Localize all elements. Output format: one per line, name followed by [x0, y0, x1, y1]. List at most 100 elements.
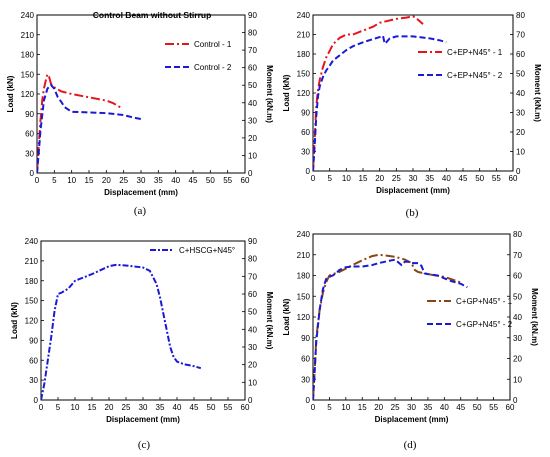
y-right-tick-label: 20 [513, 355, 522, 364]
x-tick-label: 10 [341, 403, 350, 412]
y-tick-label: 60 [25, 130, 34, 139]
y-tick-label: 30 [29, 376, 38, 385]
y-tick-label: 0 [30, 169, 35, 178]
x-tick-label: 55 [223, 176, 232, 185]
x-tick-label: 55 [224, 403, 233, 412]
y-right-tick-label: 70 [516, 31, 525, 40]
y-right-tick-label: 40 [513, 313, 522, 322]
y-tick-label: 210 [297, 31, 311, 40]
x-tick-label: 15 [85, 176, 94, 185]
x-tick-label: 60 [241, 176, 250, 185]
chart-panel-b: 0 5 10 15 20 25 30 35 40 45 50 55 600306090120150180… [282, 11, 542, 219]
y-tick-label: 240 [25, 237, 39, 246]
x-tick-label: 30 [409, 174, 418, 183]
y-tick-label: 150 [297, 70, 311, 79]
y-tick-label: 90 [301, 109, 310, 118]
x-tick-label: 60 [506, 403, 515, 412]
x-tick-label: 50 [207, 403, 216, 412]
chart-panel-a: 0 5 10 15 20 25 30 35 40 45 50 55 600306090120150180… [6, 10, 274, 217]
x-tick-label: 45 [190, 403, 199, 412]
x-tick-label: 15 [358, 403, 367, 412]
plot-frame [40, 240, 246, 401]
y-right-tick-label: 90 [248, 11, 257, 20]
x-tick-label: 25 [119, 176, 128, 185]
x-tick-label: 0 [311, 403, 316, 412]
series-line-2 [37, 83, 142, 173]
legend-label: C+GP+N45° - 1 [456, 297, 513, 306]
y-right-tick-label: 60 [248, 64, 257, 73]
y-axis-label: Load (kN) [6, 75, 15, 112]
y-tick-label: 90 [29, 336, 38, 345]
panel-caption: (d) [404, 439, 417, 451]
x-tick-label: 10 [67, 176, 76, 185]
plot-frame [312, 233, 511, 401]
y-right-tick-label: 80 [248, 255, 257, 264]
x-tick-label: 25 [392, 174, 401, 183]
legend-label: C+GP+N45° - 2 [456, 320, 513, 329]
y-right-tick-label: 50 [516, 70, 525, 79]
y-tick-label: 90 [301, 334, 310, 343]
y-right-tick-label: 30 [516, 109, 525, 118]
x-tick-label: 55 [489, 403, 498, 412]
y-tick-label: 60 [301, 355, 310, 364]
y-tick-label: 240 [21, 11, 35, 20]
legend-label: Control - 2 [194, 63, 232, 72]
y-tick-label: 120 [297, 89, 311, 98]
x-tick-label: 30 [407, 403, 416, 412]
y-right-tick-label: 10 [516, 148, 525, 157]
x-tick-label: 55 [492, 174, 501, 183]
x-tick-label: 45 [189, 176, 198, 185]
series-line-2 [313, 34, 447, 171]
y-right-tick-label: 0 [516, 167, 521, 176]
y-axis-label: Load (kN) [282, 74, 291, 111]
x-tick-label: 20 [374, 403, 383, 412]
chart-panel-d: 0 5 10 15 20 25 30 35 40 45 50 55 600306090120150180… [282, 230, 539, 451]
x-tick-label: 20 [102, 176, 111, 185]
y-right-tick-label: 70 [513, 251, 522, 260]
y-axis-label: Load (kN) [282, 298, 291, 335]
legend-label: Control - 1 [194, 40, 232, 49]
chart-panel-c: 0 5 10 15 20 25 30 35 40 45 50 55 600306090120150180… [10, 237, 274, 451]
series-line-1 [313, 15, 424, 171]
y-right-tick-label: 80 [248, 29, 257, 38]
x-tick-label: 20 [105, 403, 114, 412]
y-right-tick-label: 20 [248, 361, 257, 370]
x-tick-label: 50 [206, 176, 215, 185]
y-tick-label: 210 [297, 251, 311, 260]
y-tick-label: 60 [29, 356, 38, 365]
y-right-tick-label: 40 [516, 89, 525, 98]
y-tick-label: 30 [25, 149, 34, 158]
y-right-tick-label: 30 [513, 334, 522, 343]
x-tick-label: 45 [459, 174, 468, 183]
y-right-tick-label: 80 [516, 11, 525, 20]
y-right-tick-label: 20 [516, 128, 525, 137]
x-tick-label: 50 [473, 403, 482, 412]
y-right-tick-label: 30 [248, 116, 257, 125]
y-tick-label: 120 [297, 313, 311, 322]
y-tick-label: 210 [25, 257, 39, 266]
y-right-tick-label: 20 [248, 134, 257, 143]
panel-caption: (b) [406, 207, 419, 219]
y-right-tick-label: 70 [248, 46, 257, 55]
x-tick-label: 15 [359, 174, 368, 183]
y-right-tick-label: 30 [248, 343, 257, 352]
panel-caption: (a) [134, 205, 147, 217]
legend-label: C+HSCG+N45° [179, 246, 235, 255]
y-right-tick-label: 10 [513, 375, 522, 384]
y-right-axis-label: Moment (kN.m) [530, 288, 539, 346]
x-tick-label: 5 [327, 403, 332, 412]
y-tick-label: 30 [301, 375, 310, 384]
x-tick-label: 35 [423, 403, 432, 412]
y-right-axis-label: Moment (kN.m) [265, 292, 274, 350]
plot-frame [312, 14, 514, 172]
y-right-tick-label: 10 [248, 151, 257, 160]
plot-frame [36, 14, 246, 174]
x-tick-label: 45 [456, 403, 465, 412]
series-line-1 [313, 253, 462, 400]
x-axis-label: Displacement (mm) [104, 188, 178, 197]
x-tick-label: 40 [173, 403, 182, 412]
x-tick-label: 5 [327, 174, 332, 183]
y-right-tick-label: 50 [513, 292, 522, 301]
